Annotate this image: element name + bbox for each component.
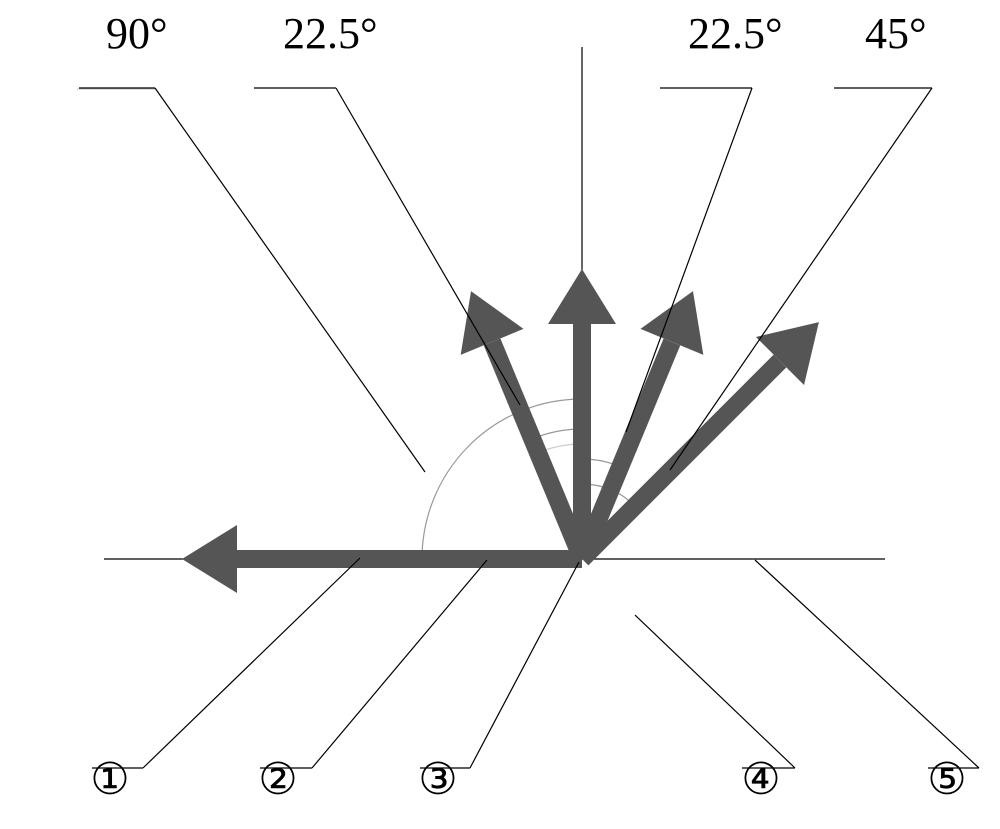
angle-label-2: 22.5° [688, 9, 783, 58]
angle-label-0: 90° [106, 9, 168, 58]
circled-number-2: ② [258, 755, 297, 804]
circled-number-4: ④ [741, 755, 780, 804]
circled-number-5: ⑤ [927, 755, 966, 804]
angle-label-1: 22.5° [283, 9, 378, 58]
angle-label-3: 45° [865, 9, 927, 58]
arrow-shaft-1 [237, 550, 582, 568]
circled-number-1: ① [90, 755, 129, 804]
circled-number-3: ③ [418, 755, 457, 804]
